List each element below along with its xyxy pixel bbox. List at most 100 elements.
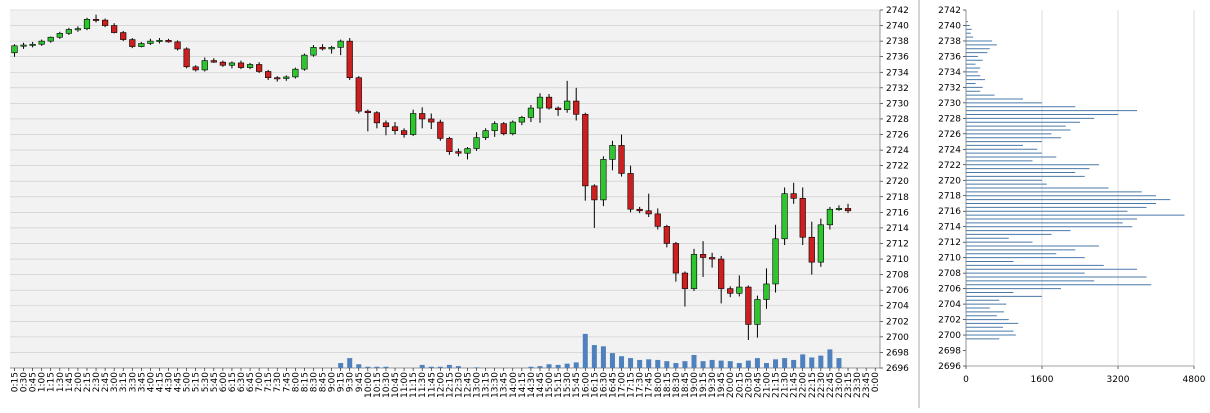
x-tick-label: 18:45 [681, 372, 691, 398]
y-tick-label: 2700 [886, 333, 909, 343]
candle-down [210, 60, 217, 63]
x-tick-label: 14:45 [536, 372, 546, 398]
profile-x-tick-label: 0 [963, 375, 969, 385]
candle-down [274, 77, 281, 80]
candle-up [826, 208, 833, 226]
x-tick-label: 10:30 [382, 372, 392, 398]
x-tick-label: 9:30 [346, 372, 356, 392]
x-tick-label: 7:00 [255, 372, 265, 392]
candle-up [283, 76, 290, 79]
candle-down [681, 272, 689, 289]
candle-down [102, 19, 109, 26]
candle-down [192, 66, 199, 71]
candle-down [582, 113, 589, 187]
profile-y-tick-label: 2696 [938, 362, 961, 372]
volume-bar [419, 364, 425, 368]
y-tick-label: 2696 [886, 364, 909, 374]
candle-down [382, 122, 390, 128]
volume-bar [474, 367, 480, 368]
profile-y-tick-label: 2720 [938, 176, 961, 186]
x-tick-label: 18:00 [654, 372, 664, 398]
profile-y-tick-label: 2730 [938, 99, 961, 109]
candle-down [391, 126, 399, 131]
x-tick-label: 4:00 [146, 372, 156, 392]
y-tick-label: 2742 [886, 6, 909, 16]
candle-up [410, 113, 417, 135]
profile-y-tick-label: 2718 [938, 192, 961, 202]
x-tick-label: 1:45 [65, 372, 75, 392]
x-tick-label: 6:45 [246, 372, 256, 392]
x-tick-label: 2:45 [101, 372, 111, 392]
x-tick-label: 4:45 [174, 372, 184, 392]
volume-bar [800, 354, 806, 368]
profile-y-tick-label: 2714 [938, 223, 961, 233]
volume-bar [591, 345, 597, 368]
y-tick-label: 2698 [886, 348, 909, 358]
profile-y-tick-label: 2736 [938, 52, 961, 62]
candle-up [138, 43, 145, 47]
x-tick-label: 15:45 [572, 372, 582, 398]
candle-down [400, 130, 408, 135]
x-tick-label: 23:15 [844, 372, 854, 398]
volume-bar [573, 362, 579, 368]
candle-up [482, 130, 489, 138]
profile-y-tick-label: 2708 [938, 269, 961, 279]
y-tick-label: 2708 [886, 271, 909, 281]
candle-up [29, 43, 36, 46]
x-tick-label: 17:30 [636, 372, 646, 398]
candle-down [500, 123, 507, 135]
x-tick-label: 3:00 [110, 372, 120, 392]
candle-up [56, 33, 63, 38]
x-tick-label: 16:30 [599, 372, 609, 398]
x-tick-label: 22:30 [817, 372, 827, 398]
x-tick-label: 13:15 [482, 372, 492, 398]
candle-down [844, 208, 852, 212]
volume-bar [637, 359, 643, 368]
candle-up [83, 19, 91, 29]
volume-bar [700, 361, 706, 368]
pane-separator [918, 0, 920, 408]
x-tick-label: 1:00 [38, 372, 48, 392]
volume-bar [437, 366, 443, 368]
x-tick-label: 1:15 [47, 372, 57, 392]
candle-down [591, 185, 598, 201]
volume-bar [365, 366, 371, 368]
x-tick-label: 23:30 [853, 372, 863, 398]
x-tick-label: 22:00 [799, 372, 809, 398]
x-tick-label: 6:15 [228, 372, 238, 392]
candle-down [174, 41, 181, 50]
volume-bar [791, 359, 797, 368]
candle-down [554, 107, 562, 110]
y-tick-label: 2722 [886, 162, 909, 172]
candle-up [564, 100, 571, 110]
candle-down [346, 40, 353, 79]
profile-y-tick-label: 2712 [938, 238, 961, 248]
price-pane: 2696 2698 2700 2702 2704 2706 2708 2710 2712 2714… [10, 6, 909, 398]
x-tick-label: 16:45 [608, 372, 618, 398]
candle-up [11, 45, 18, 54]
x-tick-label: 4:30 [165, 372, 175, 392]
x-tick-label: 12:45 [464, 372, 474, 398]
candle-up [147, 40, 154, 44]
volume-bar [818, 355, 824, 368]
candle-down [654, 213, 661, 227]
candle-down [636, 208, 643, 212]
candle-up [781, 193, 788, 240]
x-tick-label: 12:15 [445, 372, 455, 398]
candle-up [609, 145, 616, 160]
profile-x-tick-label: 1600 [1031, 375, 1054, 385]
x-tick-label: 14:15 [518, 372, 528, 398]
candle-up [292, 68, 299, 78]
x-tick-label: 0:00 [871, 372, 881, 392]
y-tick-label: 2710 [886, 255, 909, 265]
candle-down [129, 39, 136, 47]
candle-down [727, 288, 734, 294]
volume-bar [455, 366, 461, 368]
x-tick-label: 2:30 [92, 372, 102, 392]
y-tick-label: 2734 [886, 68, 909, 78]
x-tick-label: 19:15 [699, 372, 709, 398]
candle-down [718, 258, 725, 289]
candle-up [600, 159, 607, 201]
x-tick-label: 8:30 [309, 372, 319, 392]
